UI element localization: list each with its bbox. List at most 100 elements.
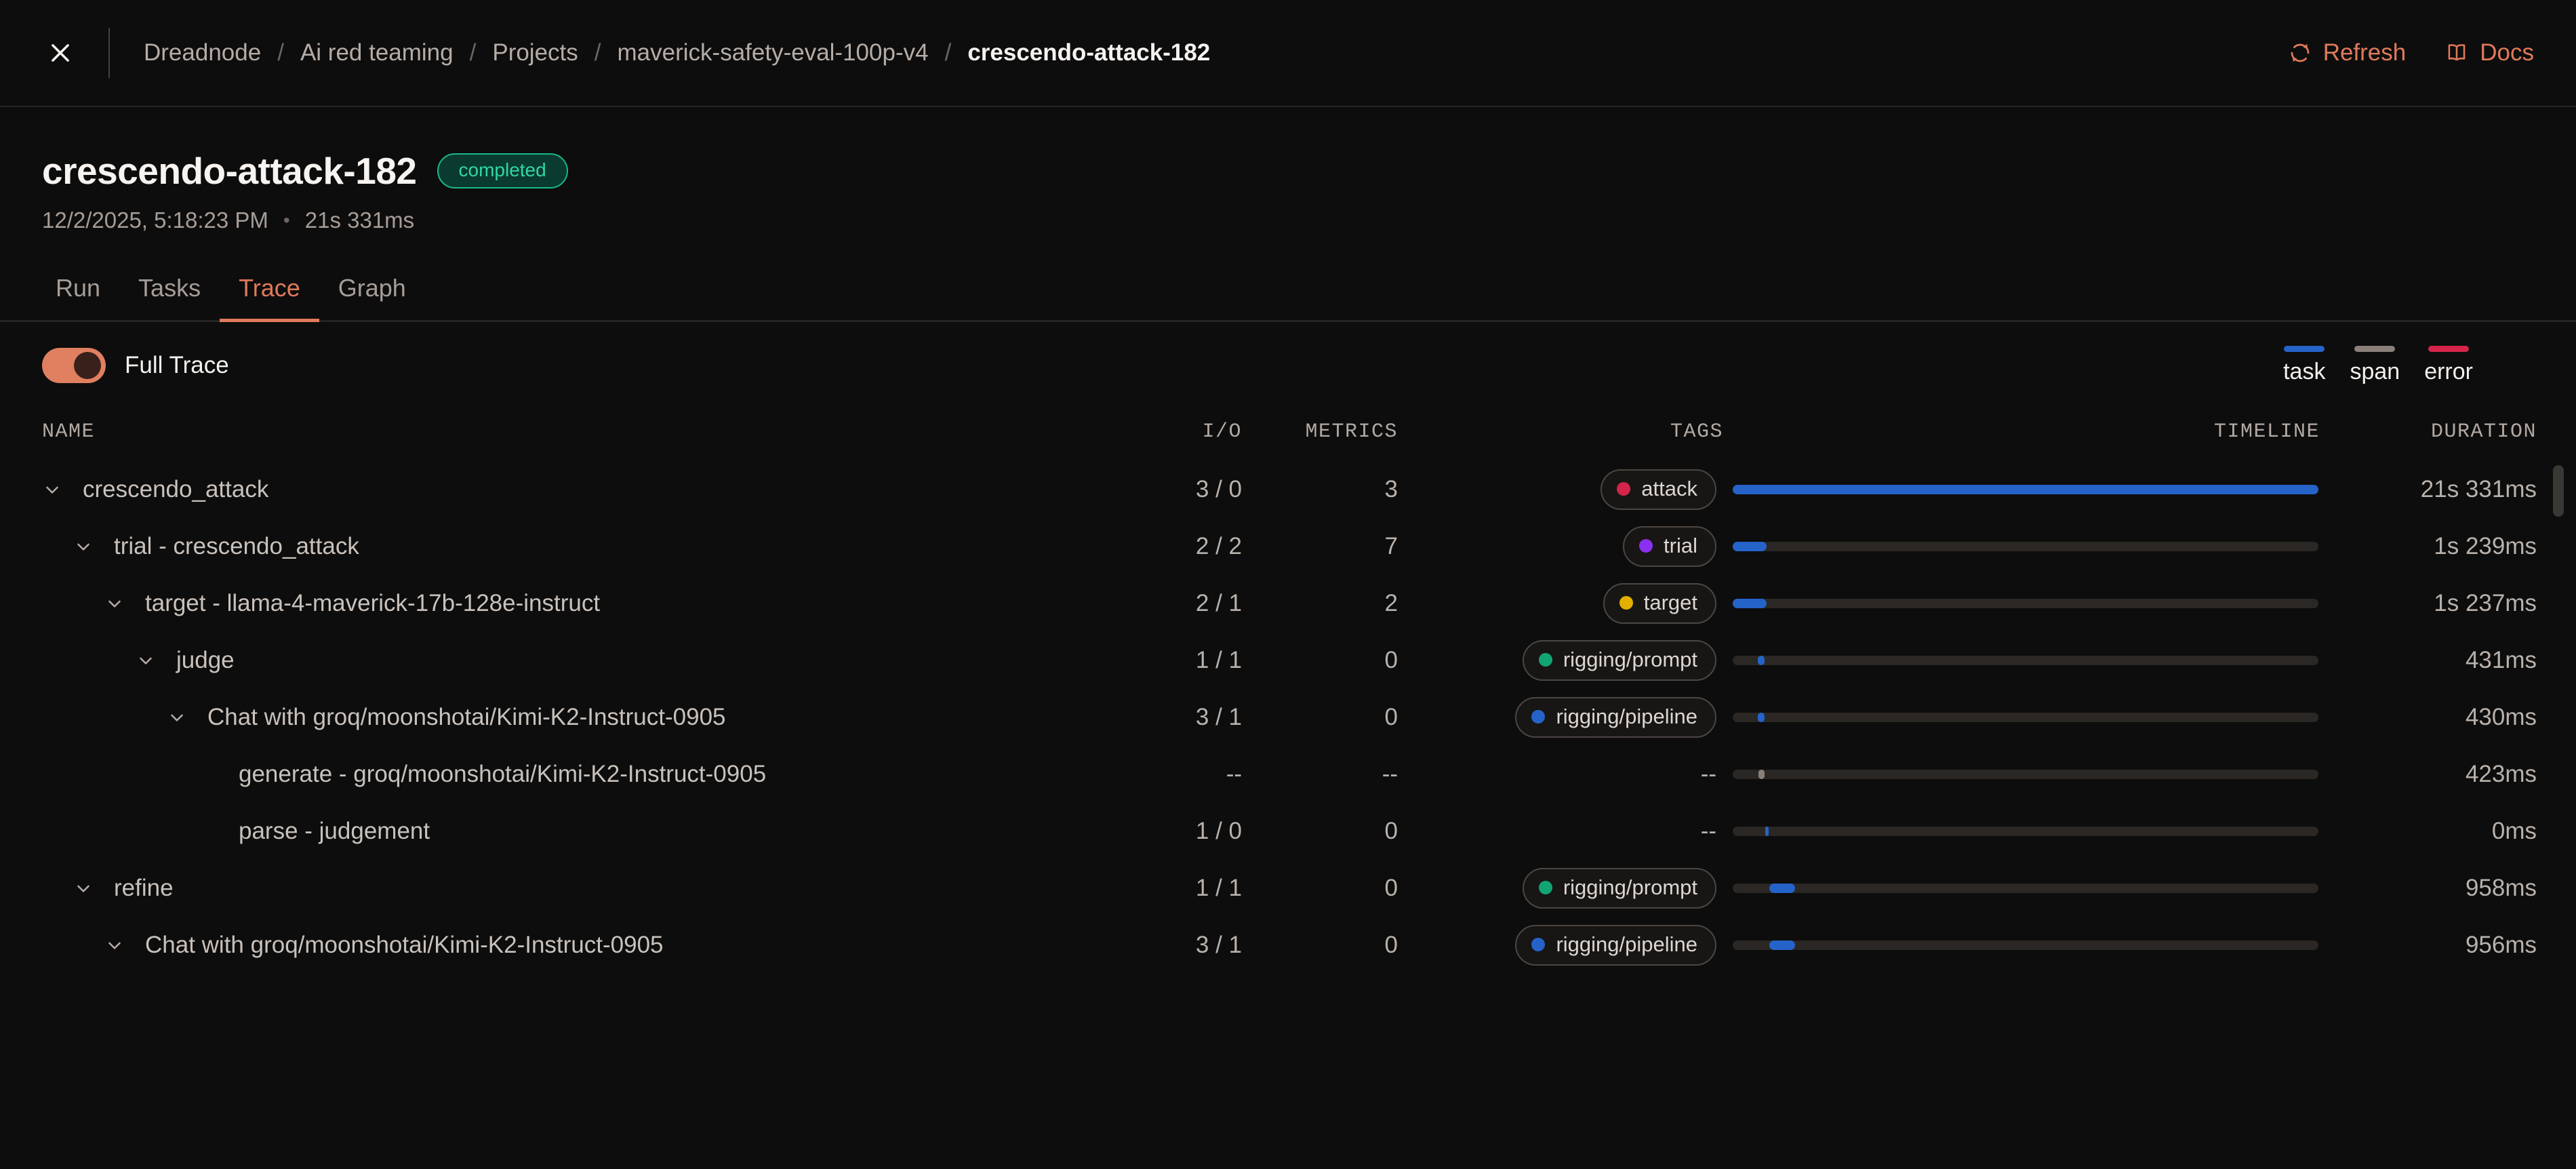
- row-duration-cell: 431ms: [2465, 647, 2537, 673]
- table-row[interactable]: refine 1 / 1 0 rigging/prompt 958ms: [0, 860, 2576, 917]
- timeline-track[interactable]: [1733, 485, 2318, 494]
- tag-pill[interactable]: target: [1603, 583, 1716, 624]
- table-row[interactable]: parse - judgement 1 / 0 0 -- 0ms: [0, 803, 2576, 860]
- timeline-track[interactable]: [1733, 940, 2318, 950]
- timeline-bar[interactable]: [1733, 599, 1767, 608]
- row-duration-cell: 958ms: [2465, 875, 2537, 901]
- row-label: target - llama-4-maverick-17b-128e-instr…: [145, 590, 601, 616]
- vertical-scrollbar[interactable]: [2553, 465, 2564, 1169]
- scrollbar-thumb[interactable]: [2553, 465, 2564, 517]
- timeline-bar[interactable]: [1758, 713, 1765, 722]
- breadcrumb-item-4[interactable]: maverick-safety-eval-100p-v4: [617, 39, 929, 66]
- breadcrumb: Dreadnode / Ai red teaming / Projects / maveri…: [144, 39, 1210, 66]
- row-label: generate - groq/moonshotai/Kimi-K2-Instr…: [239, 761, 767, 787]
- timeline-bar[interactable]: [1769, 940, 1795, 950]
- tag-pill[interactable]: rigging/pipeline: [1515, 697, 1716, 738]
- table-row[interactable]: Chat with groq/moonshotai/Kimi-K2-Instru…: [0, 689, 2576, 746]
- timeline-track[interactable]: [1733, 713, 2318, 722]
- table-header-row: NAME I/O METRICS TAGS TIMELINE DURATION: [0, 403, 2576, 461]
- page-header: crescendo-attack-182 completed 12/2/2025…: [0, 107, 2576, 233]
- breadcrumb-item-1[interactable]: Dreadnode: [144, 39, 262, 66]
- close-icon: [52, 44, 69, 62]
- tag-empty: --: [1700, 818, 1716, 844]
- refresh-button[interactable]: Refresh: [2289, 39, 2407, 66]
- row-tags-cell: --: [1398, 761, 1723, 788]
- timeline-bar[interactable]: [1765, 827, 1769, 836]
- close-button[interactable]: [39, 32, 81, 74]
- row-name-cell: refine: [42, 875, 1120, 902]
- table-row[interactable]: crescendo_attack 3 / 0 3 attack 21s 331ms: [0, 461, 2576, 518]
- chevron-down-icon[interactable]: [104, 935, 136, 955]
- tab-run[interactable]: Run: [56, 274, 101, 302]
- row-metrics-cell: 0: [1384, 875, 1398, 901]
- timeline-track[interactable]: [1733, 542, 2318, 551]
- timeline-track[interactable]: [1733, 827, 2318, 836]
- row-name-cell: parse - judgement: [42, 818, 1120, 845]
- tag-pill[interactable]: rigging/prompt: [1522, 868, 1716, 909]
- row-label: refine: [114, 875, 174, 901]
- chevron-down-icon[interactable]: [136, 650, 167, 671]
- row-io-cell: 1 / 1: [1195, 647, 1242, 673]
- row-timeline-cell: [1723, 485, 2333, 494]
- tab-graph[interactable]: Graph: [338, 274, 406, 302]
- chevron-down-icon[interactable]: [104, 593, 136, 614]
- chevron-down-icon[interactable]: [73, 536, 104, 557]
- breadcrumb-separator: /: [944, 39, 952, 66]
- timeline-track[interactable]: [1733, 599, 2318, 608]
- table-row[interactable]: trial - crescendo_attack 2 / 2 7 trial 1s 23…: [0, 518, 2576, 575]
- timeline-track[interactable]: [1733, 656, 2318, 665]
- row-timeline-cell: [1723, 599, 2333, 608]
- docs-button[interactable]: Docs: [2445, 39, 2534, 66]
- breadcrumb-item-3[interactable]: Projects: [492, 39, 578, 66]
- row-name-cell: trial - crescendo_attack: [42, 533, 1120, 560]
- column-header-metrics: METRICS: [1305, 420, 1398, 443]
- tag-dot-icon: [1538, 881, 1552, 894]
- row-label: judge: [176, 647, 235, 673]
- docs-label: Docs: [2480, 39, 2534, 66]
- row-metrics-cell: --: [1382, 761, 1398, 787]
- tag-pill[interactable]: rigging/pipeline: [1515, 925, 1716, 966]
- tab-tasks[interactable]: Tasks: [138, 274, 201, 302]
- row-label: Chat with groq/moonshotai/Kimi-K2-Instru…: [145, 932, 664, 958]
- timeline-bar[interactable]: [1733, 485, 2318, 494]
- row-timeline-cell: [1723, 827, 2333, 836]
- row-io-cell: --: [1226, 761, 1242, 787]
- full-trace-toggle[interactable]: [42, 348, 106, 383]
- row-timeline-cell: [1723, 542, 2333, 551]
- row-metrics-cell: 0: [1384, 704, 1398, 730]
- row-metrics-cell: 0: [1384, 932, 1398, 958]
- timeline-track[interactable]: [1733, 770, 2318, 779]
- tag-dot-icon: [1639, 539, 1653, 553]
- tag-pill[interactable]: attack: [1601, 469, 1716, 510]
- table-row[interactable]: judge 1 / 1 0 rigging/prompt 431ms: [0, 632, 2576, 689]
- tag-pill[interactable]: trial: [1623, 526, 1716, 567]
- row-label: parse - judgement: [239, 818, 430, 844]
- refresh-label: Refresh: [2322, 39, 2407, 66]
- row-timeline-cell: [1723, 656, 2333, 665]
- timeline-bar[interactable]: [1769, 884, 1795, 893]
- legend-item-span: span: [2350, 346, 2400, 385]
- row-io-cell: 2 / 1: [1195, 590, 1242, 616]
- timeline-bar[interactable]: [1733, 542, 1767, 551]
- tag-pill[interactable]: rigging/prompt: [1522, 640, 1716, 681]
- table-row[interactable]: Chat with groq/moonshotai/Kimi-K2-Instru…: [0, 917, 2576, 974]
- timeline-bar[interactable]: [1758, 770, 1765, 779]
- chevron-down-icon[interactable]: [42, 479, 73, 500]
- row-metrics-cell: 2: [1384, 590, 1398, 616]
- tab-trace[interactable]: Trace: [220, 274, 319, 322]
- row-metrics-cell: 3: [1384, 476, 1398, 502]
- timeline-bar[interactable]: [1758, 656, 1765, 665]
- tab-underline-rule: [0, 320, 2576, 322]
- chevron-down-icon[interactable]: [167, 707, 198, 728]
- row-duration-cell: 21s 331ms: [2420, 476, 2537, 502]
- table-row[interactable]: target - llama-4-maverick-17b-128e-instr…: [0, 575, 2576, 632]
- breadcrumb-separator: /: [469, 39, 477, 66]
- table-row[interactable]: generate - groq/moonshotai/Kimi-K2-Instr…: [0, 746, 2576, 803]
- row-duration-cell: 1s 237ms: [2434, 590, 2537, 616]
- row-label: Chat with groq/moonshotai/Kimi-K2-Instru…: [207, 704, 726, 730]
- chevron-down-icon[interactable]: [73, 878, 104, 898]
- breadcrumb-item-2[interactable]: Ai red teaming: [300, 39, 454, 66]
- timeline-track[interactable]: [1733, 884, 2318, 893]
- row-metrics-cell: 7: [1384, 533, 1398, 559]
- breadcrumb-item-5: crescendo-attack-182: [967, 39, 1211, 66]
